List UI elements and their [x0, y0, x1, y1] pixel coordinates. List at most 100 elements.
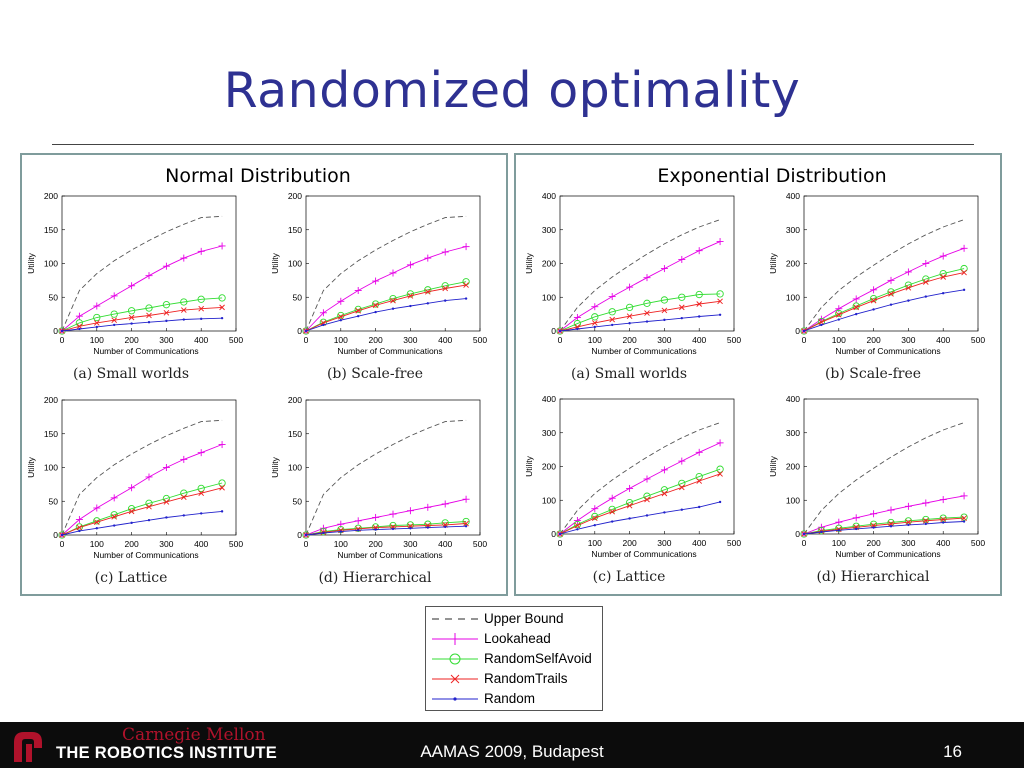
data-point — [852, 295, 860, 303]
series-line — [803, 422, 965, 535]
y-tick: 400 — [786, 191, 807, 201]
data-point — [609, 316, 616, 323]
y-tick-label: 150 — [44, 429, 58, 439]
data-point — [78, 327, 81, 331]
series-line — [61, 297, 223, 332]
data-point — [180, 494, 187, 501]
data-point — [110, 310, 118, 318]
series-line — [61, 215, 223, 332]
data-point — [441, 248, 449, 256]
data-point — [802, 532, 806, 536]
data-point — [444, 299, 447, 302]
x-tick-label: 100 — [334, 539, 348, 549]
y-tick-label: 300 — [542, 225, 556, 235]
x-axis-label: Number of Communications — [591, 346, 696, 356]
data-point — [962, 520, 966, 523]
data-point — [942, 292, 945, 295]
x-tick-label: 300 — [901, 335, 915, 345]
chart-caption: (b) Scale-free — [327, 366, 423, 382]
y-tick-label: 150 — [288, 225, 302, 235]
data-point — [462, 517, 470, 526]
series-randomtrails — [557, 471, 723, 537]
chart-caption: (c) Lattice — [95, 570, 168, 586]
data-point — [887, 288, 895, 296]
x-tick: 500 — [473, 532, 487, 549]
chart-caption: (c) Lattice — [593, 569, 666, 585]
data-point — [463, 520, 469, 527]
x-tick-label: 500 — [473, 335, 487, 345]
data-point — [961, 269, 967, 276]
chart-caption: (a) Small worlds — [571, 366, 687, 382]
data-point — [837, 318, 840, 321]
data-point — [78, 529, 81, 533]
plot-frame — [305, 195, 481, 332]
y-tick: 200 — [786, 259, 807, 269]
data-point — [593, 524, 596, 527]
y-tick-label: 0 — [551, 326, 556, 336]
data-point — [591, 505, 599, 513]
data-point — [464, 525, 468, 528]
data-point — [110, 494, 118, 502]
data-point — [660, 296, 669, 304]
series-line — [803, 495, 965, 535]
data-point — [163, 309, 170, 316]
data-point — [887, 276, 895, 284]
x-tick: 400 — [936, 328, 951, 345]
x-tick-label: 200 — [125, 335, 139, 345]
y-tick-label: 200 — [288, 395, 302, 405]
data-point — [426, 526, 429, 529]
data-point — [716, 290, 724, 298]
x-tick-label: 0 — [60, 539, 65, 549]
data-point — [197, 484, 205, 493]
data-point — [391, 527, 395, 531]
y-tick-label: 50 — [49, 496, 59, 506]
normal-distribution-panel: Normal Distribution — [20, 153, 508, 596]
x-tick-label: 100 — [90, 335, 104, 345]
data-point — [820, 323, 823, 327]
series-randomselfavoid — [58, 479, 226, 539]
legend-label: RandomTrails — [484, 671, 568, 686]
y-tick-label: 0 — [297, 530, 302, 540]
cmu-wordmark: Carnegie Mellon — [122, 725, 266, 745]
data-point — [695, 472, 703, 481]
y-axis-label: Utility — [270, 456, 280, 478]
chart-caption: (d) Hierarchical — [816, 569, 930, 585]
data-point — [76, 524, 83, 531]
x-tick-label: 0 — [802, 538, 807, 548]
data-point — [357, 529, 360, 532]
y-tick-label: 150 — [44, 225, 58, 235]
data-point — [870, 286, 878, 294]
data-point — [219, 304, 225, 311]
legend-swatch — [432, 697, 478, 701]
data-point — [218, 294, 226, 302]
data-point — [444, 525, 447, 529]
data-point — [818, 319, 825, 326]
data-point — [113, 323, 116, 327]
y-tick-label: 50 — [293, 496, 303, 506]
data-point — [889, 303, 893, 306]
series-upper-bound — [559, 219, 721, 332]
data-point — [409, 304, 412, 308]
x-tick-label: 500 — [971, 538, 985, 548]
y-tick-label: 100 — [288, 259, 302, 269]
data-point — [441, 500, 449, 508]
legend-item-lookahead: Lookahead — [430, 630, 600, 648]
y-tick: 50 — [49, 292, 65, 302]
series-upper-bound — [61, 215, 223, 332]
y-tick-label: 50 — [293, 292, 303, 302]
x-tick: 300 — [159, 532, 174, 549]
plot-frame — [559, 195, 735, 332]
data-point — [939, 496, 947, 504]
data-point — [424, 289, 431, 295]
data-point — [162, 262, 170, 270]
y-axis-label: Utility — [524, 252, 534, 274]
series-line — [559, 219, 721, 332]
y-axis-label: Utility — [768, 252, 778, 274]
data-point — [424, 286, 432, 294]
data-point — [424, 503, 432, 511]
data-point — [337, 314, 344, 320]
data-point — [800, 327, 808, 335]
data-point — [200, 512, 203, 515]
data-point — [717, 298, 723, 305]
